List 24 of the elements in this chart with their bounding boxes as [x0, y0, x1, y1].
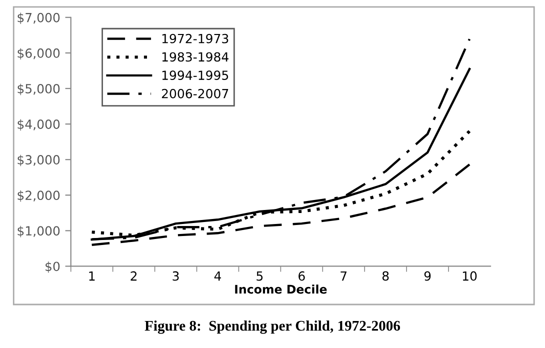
y-tick-label: $2,000	[18, 190, 60, 202]
legend-label: 1983-1984	[162, 52, 228, 62]
x-tick-label: 1	[89, 271, 95, 281]
y-tick-label: $1,000	[18, 226, 60, 238]
legend-label: 1972-1973	[162, 34, 228, 44]
y-tick-label: $6,000	[18, 48, 60, 60]
x-tick-label: 3	[172, 271, 179, 281]
y-tick-label: $7,000	[18, 12, 60, 24]
y-tick-label: $0	[46, 261, 60, 273]
x-tick-label: 5	[256, 271, 263, 281]
text: Figure 8: Spending per Child, 1972-2006	[144, 320, 400, 334]
y-tick-label: $3,000	[18, 154, 60, 166]
x-tick-label: 9	[424, 271, 431, 281]
legend-label: 1994-1995	[162, 70, 228, 80]
x-tick-label: 2	[130, 271, 137, 281]
x-tick-label: 7	[340, 271, 347, 281]
x-axis-title: Income Decile	[235, 284, 327, 294]
x-tick-label: 4	[214, 271, 222, 281]
x-tick-label: 10	[462, 271, 477, 281]
x-tick-label: 8	[382, 271, 389, 281]
legend-label: 2006-2007	[162, 88, 228, 98]
y-tick-label: $4,000	[18, 119, 60, 131]
y-tick-label: $5,000	[18, 84, 60, 96]
x-tick-label: 6	[298, 271, 305, 281]
